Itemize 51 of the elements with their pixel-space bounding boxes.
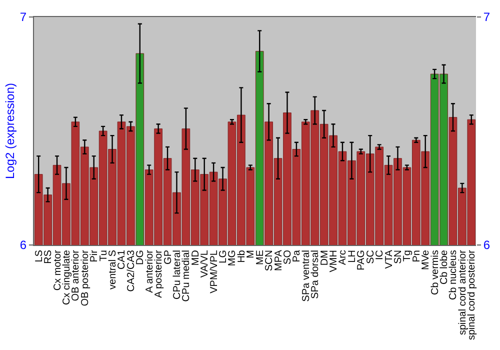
x-tick-label: DG: [135, 250, 146, 265]
x-tick-label: SPa ventral: [300, 250, 312, 302]
x-tick-label: Cb nucleus: [448, 250, 460, 300]
x-tick-label: M: [246, 250, 257, 258]
x-tick-label: SC: [365, 250, 376, 264]
x-tick-label: MPA: [273, 250, 284, 271]
x-tick-label: PAG: [356, 250, 368, 270]
x-tick-label: LG: [218, 250, 230, 264]
x-tick-label: spinal cord posterior: [466, 249, 478, 340]
x-tick-label: LS: [34, 250, 45, 262]
x-tick-label: spinal cord anterior: [457, 249, 468, 336]
x-tick-label: Cb lobe: [439, 250, 450, 284]
x-tick-label: Cx cingulate: [61, 250, 72, 306]
x-tick-label: VA/VL: [200, 250, 211, 278]
x-tick-label: CPu medial: [181, 250, 192, 302]
x-tick-label: CPu lateral: [172, 250, 183, 300]
x-tick-label: MD: [190, 250, 202, 266]
x-tick-label: GP: [162, 250, 174, 264]
x-tick-label: ME: [254, 250, 266, 265]
x-tick-label: ventral S: [108, 250, 119, 290]
y-axis-title: Log2 (expression): [3, 82, 18, 180]
x-tick-label: CA2/CA3: [126, 250, 137, 292]
x-tick-label: MVe: [420, 250, 432, 270]
x-tick-label: VTA: [384, 250, 395, 269]
x-tick-label: SCN: [264, 250, 276, 272]
x-tick-label: SPa dorsal: [310, 250, 322, 299]
y2-tick-label: 6: [483, 238, 490, 252]
x-tick-label: OB anterior: [70, 249, 82, 302]
x-tick-label: LH: [346, 250, 358, 263]
x-tick-label: OB posterior: [80, 249, 91, 306]
x-tick-label: Cx motor: [52, 249, 64, 291]
x-tick-label: CA1: [116, 250, 128, 270]
x-tick-label: Hb: [236, 250, 248, 263]
x-tick-label: Pir: [89, 249, 100, 262]
x-tick-label: SO: [282, 250, 294, 264]
x-tick-label: Pa: [292, 250, 303, 262]
x-tick-label: RS: [43, 250, 54, 264]
x-tick-label: Tu: [98, 250, 110, 262]
x-tick-label: Pn: [411, 250, 422, 262]
x-tick-label: SN: [392, 250, 404, 264]
x-tick-label: A anterior: [144, 249, 156, 293]
y2-tick-label: 7: [483, 10, 490, 24]
x-tick-label: VPM/VPL: [208, 250, 220, 294]
x-tick-label: Arc: [338, 250, 349, 265]
x-tick-label: MG: [227, 250, 238, 266]
x-tick-label: IC: [374, 250, 386, 260]
x-tick-label: Tg: [402, 250, 414, 262]
x-tick-label: A posterior: [154, 249, 165, 298]
x-tick-label: VMH: [328, 250, 340, 272]
x-tick-label: Cb vermis: [430, 250, 441, 296]
x-tick-label: DM: [319, 250, 330, 266]
